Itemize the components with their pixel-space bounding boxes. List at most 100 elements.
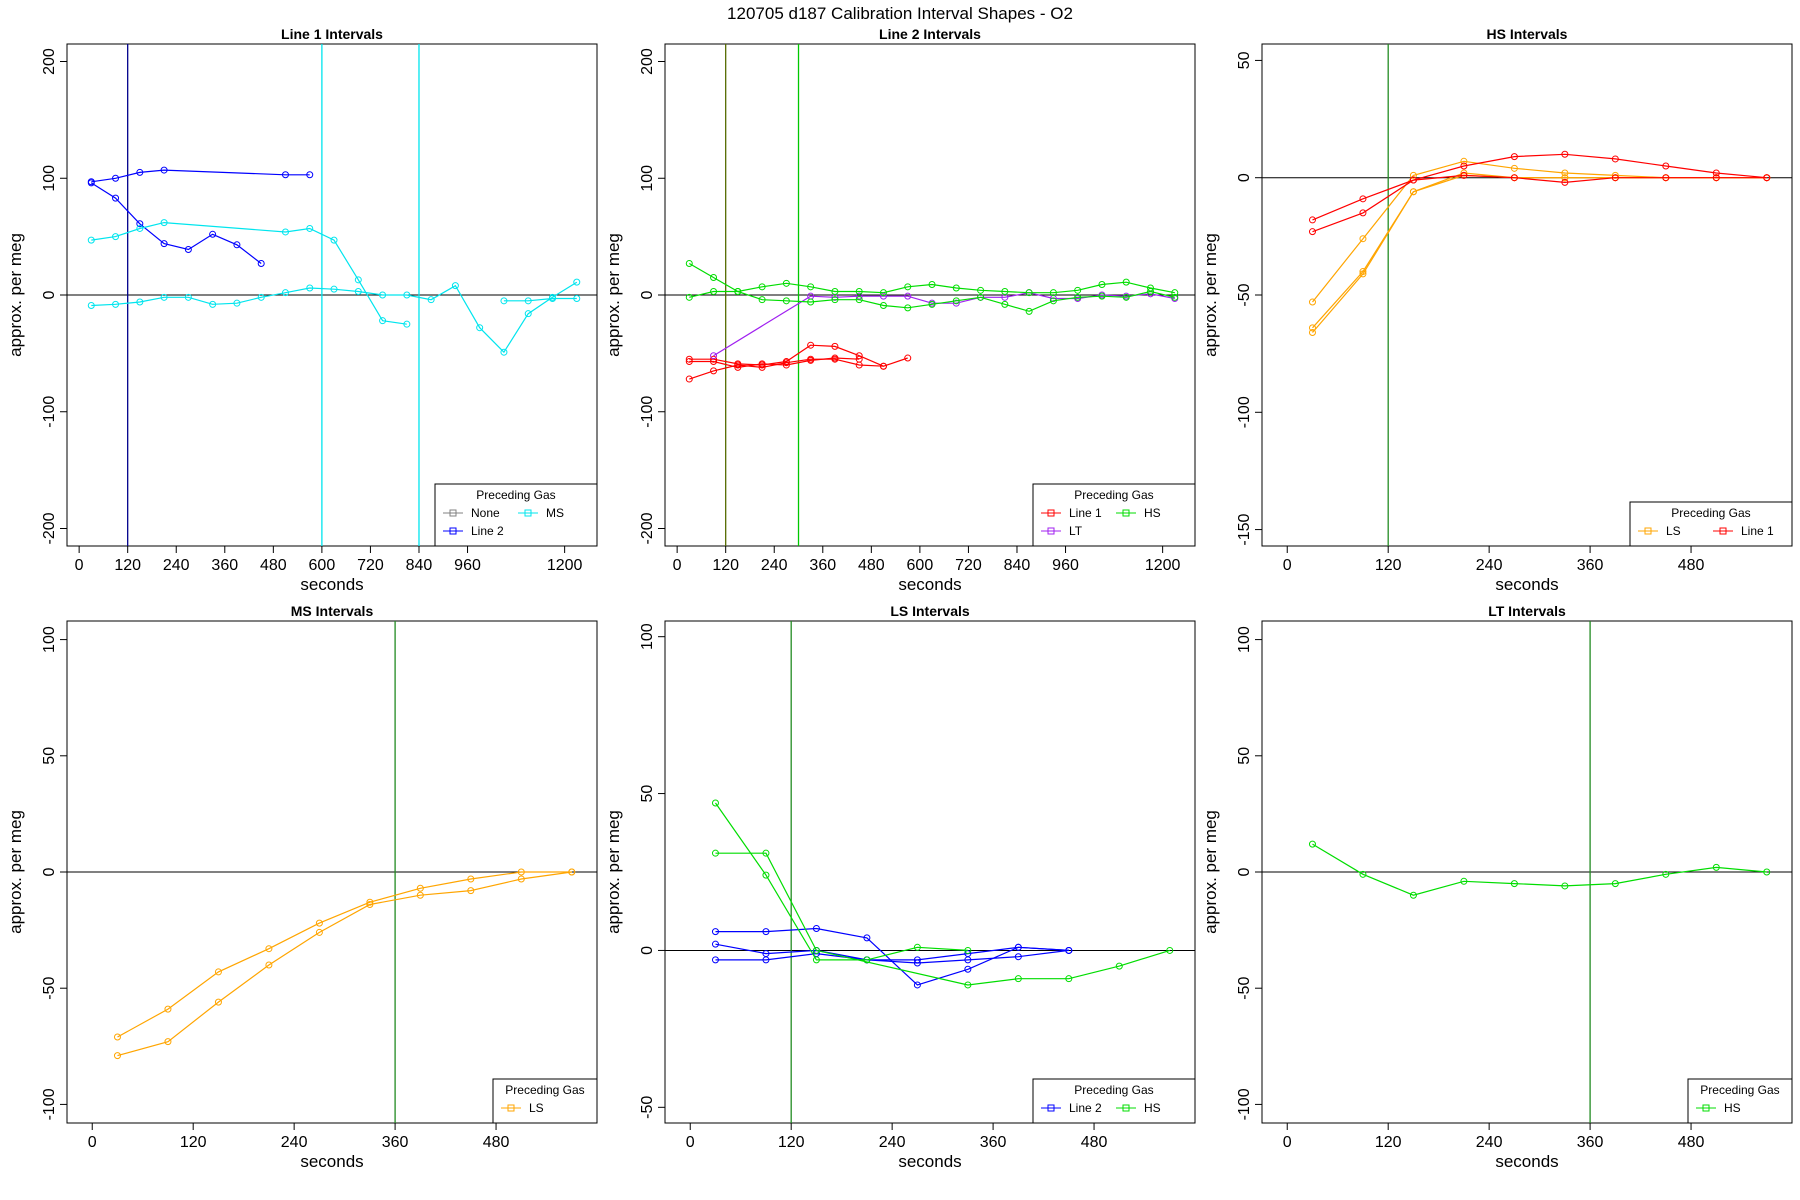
data-point	[403, 291, 411, 299]
series-line	[715, 802, 968, 961]
y-axis-label: approx. per meg	[6, 810, 25, 934]
x-tick-label: 480	[483, 1134, 510, 1151]
data-point	[1308, 216, 1316, 224]
panel-title: Line 1 Intervals	[281, 26, 383, 42]
x-tick-label: 480	[1081, 1134, 1108, 1151]
data-point	[366, 898, 374, 906]
series-line	[689, 344, 908, 367]
data-point	[1662, 174, 1670, 182]
data-point	[1146, 287, 1154, 295]
legend-item-label: Line 1	[1741, 524, 1774, 538]
data-point	[160, 293, 168, 301]
data-point	[964, 956, 972, 964]
series-line	[1312, 843, 1767, 896]
data-point	[762, 928, 770, 936]
x-tick-label: 960	[454, 557, 481, 574]
legend-key-marker	[524, 509, 532, 517]
data-point	[855, 296, 863, 304]
legend: Preceding Gas LS Line 1	[1629, 501, 1793, 547]
data-point	[734, 287, 742, 295]
data-point	[233, 299, 241, 307]
data-point	[366, 901, 374, 909]
x-tick-label: 840	[1004, 557, 1031, 574]
data-point	[1359, 195, 1367, 203]
x-tick-label: 1200	[547, 557, 583, 574]
data-point	[306, 224, 314, 232]
figure-title: 120705 d187 Calibration Interval Shapes …	[727, 4, 1073, 23]
data-point	[164, 1005, 172, 1013]
data-point	[1510, 164, 1518, 172]
series-line	[90, 182, 262, 264]
x-tick-label: 720	[357, 557, 384, 574]
x-axis-label: seconds	[1495, 1152, 1558, 1171]
data-point	[1065, 946, 1073, 954]
y-tick-label: 50	[639, 785, 656, 803]
data-point	[1049, 297, 1057, 305]
data-point	[831, 287, 839, 295]
data-point	[524, 310, 532, 318]
data-point	[427, 296, 435, 304]
data-point	[711, 940, 719, 948]
y-tick-label: -100	[41, 1088, 58, 1120]
data-point	[1510, 153, 1518, 161]
data-point	[879, 302, 887, 310]
x-tick-label: 600	[907, 557, 934, 574]
series-line	[689, 357, 860, 369]
x-tick-label: 240	[1476, 1134, 1503, 1151]
data-point	[112, 233, 120, 241]
data-point	[758, 296, 766, 304]
y-tick-label: 0	[639, 946, 656, 955]
data-point	[1115, 962, 1123, 970]
x-tick-label: 240	[1476, 557, 1503, 574]
data-point	[136, 220, 144, 228]
y-tick-label: -50	[639, 1096, 656, 1119]
data-point	[1763, 174, 1771, 182]
chart-panel: LT Intervals 0 120 240 360 480 -100 -50 0 50 100 se…	[1201, 603, 1793, 1171]
data-point	[812, 956, 820, 964]
y-tick-label: 100	[1236, 626, 1253, 653]
data-point	[112, 300, 120, 308]
data-point	[1308, 298, 1316, 306]
panel-title: MS Intervals	[291, 603, 374, 619]
panel-title: LS Intervals	[890, 603, 970, 619]
data-point	[913, 959, 921, 967]
data-point	[1662, 870, 1670, 878]
data-point	[87, 302, 95, 310]
data-point	[416, 891, 424, 899]
data-point	[467, 875, 475, 883]
data-point	[281, 228, 289, 236]
series-line	[1312, 153, 1767, 221]
data-point	[113, 1033, 121, 1041]
y-tick-label: -50	[1236, 283, 1253, 306]
legend: Preceding Gas HS	[1687, 1078, 1793, 1124]
data-point	[209, 230, 217, 238]
x-tick-label: 480	[260, 557, 287, 574]
data-point	[136, 168, 144, 176]
data-point	[1510, 880, 1518, 888]
data-point	[977, 286, 985, 294]
data-point	[112, 174, 120, 182]
x-tick-label: 120	[712, 557, 739, 574]
series-line	[1312, 174, 1767, 333]
legend-key-marker	[1122, 509, 1130, 517]
data-point	[1460, 162, 1468, 170]
data-point	[1409, 891, 1417, 899]
data-point	[87, 179, 95, 187]
y-tick-label: 50	[1236, 747, 1253, 765]
legend-box	[434, 483, 598, 547]
x-tick-label: 120	[778, 1134, 805, 1151]
data-point	[904, 283, 912, 291]
data-point	[1409, 176, 1417, 184]
legend-key-marker	[1719, 527, 1727, 535]
data-point	[136, 298, 144, 306]
data-point	[1460, 877, 1468, 885]
data-point	[758, 360, 766, 368]
data-point	[1662, 162, 1670, 170]
data-point	[1561, 174, 1569, 182]
data-point	[831, 354, 839, 362]
data-point	[1359, 235, 1367, 243]
data-point	[330, 236, 338, 244]
data-point	[354, 276, 362, 284]
data-point	[209, 300, 217, 308]
legend-key-marker	[1644, 527, 1652, 535]
